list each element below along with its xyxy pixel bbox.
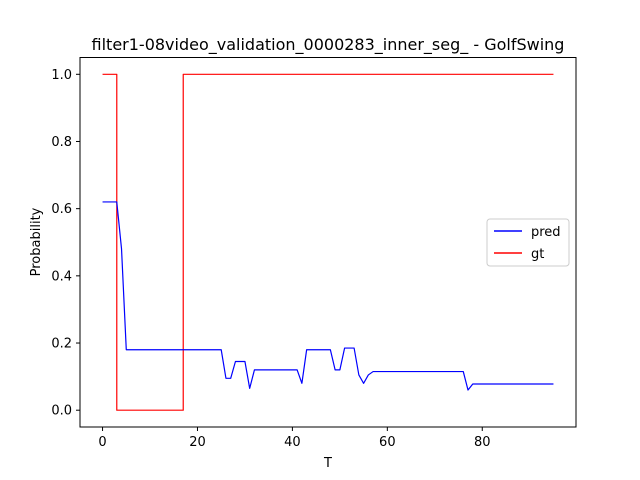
gt-line <box>102 73 554 411</box>
x-tick-label: 20 <box>189 435 206 450</box>
x-axis-ticks: 0 20 40 60 80 <box>98 427 491 450</box>
x-tick-label: 60 <box>379 435 396 450</box>
y-tick-label: 0.2 <box>51 337 72 352</box>
plot-frame <box>79 57 577 428</box>
y-tick-label: 1.0 <box>51 68 72 83</box>
y-tick-label: 0.4 <box>51 269 72 284</box>
legend-gt-label: gt <box>531 247 544 262</box>
y-tick-label: 0.6 <box>51 202 72 217</box>
x-axis-label: T <box>323 456 332 471</box>
x-tick-label: 0 <box>98 435 106 450</box>
legend: pred gt <box>486 218 570 267</box>
gt-series <box>102 73 554 411</box>
legend-pred-label: pred <box>531 225 561 240</box>
x-tick-label: 40 <box>284 435 301 450</box>
y-axis-label: Probability <box>29 207 44 276</box>
chart-title: filter1-08video_validation_0000283_inner… <box>92 35 565 55</box>
pred-line <box>102 201 554 391</box>
y-axis-ticks: 0.0 0.2 0.4 0.6 0.8 1.0 <box>51 68 80 419</box>
y-tick-label: 0.8 <box>51 135 72 150</box>
y-tick-label: 0.0 <box>51 404 72 419</box>
pred-series <box>102 201 554 391</box>
x-tick-label: 80 <box>474 435 491 450</box>
